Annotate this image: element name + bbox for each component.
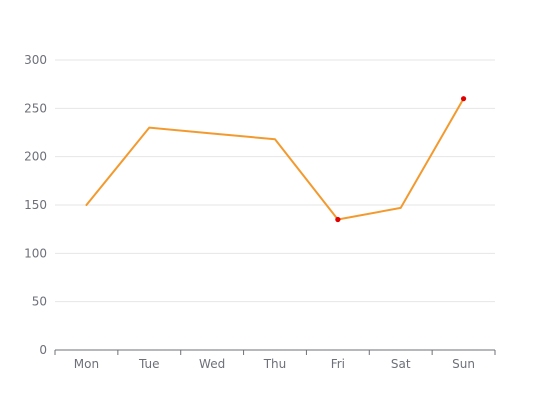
x-tick-label: Wed <box>199 357 225 371</box>
y-tick-label: 50 <box>32 295 47 309</box>
x-axis: Mon Tue Wed Thu Fri Sat Sun <box>54 349 496 371</box>
x-tick-label: Tue <box>138 357 160 371</box>
grid-lines <box>55 59 495 303</box>
highlight-point-sun[interactable] <box>460 96 467 102</box>
x-tick-label: Sat <box>391 357 411 371</box>
highlight-point-fri[interactable] <box>335 216 341 223</box>
series-layer <box>85 97 465 221</box>
y-axis: 0 50 100 150 200 250 300 <box>24 53 47 357</box>
series-line <box>85 97 465 221</box>
y-tick-label: 250 <box>24 101 47 115</box>
x-tick-label: Mon <box>74 357 99 371</box>
y-tick-label: 0 <box>39 343 47 357</box>
y-tick-label: 100 <box>24 246 47 260</box>
x-tick-label: Fri <box>331 357 345 371</box>
y-tick-label: 200 <box>24 150 47 164</box>
x-tick-label: Sun <box>452 357 475 371</box>
y-tick-label: 150 <box>24 198 47 212</box>
y-tick-label: 300 <box>24 53 47 67</box>
highlight-points <box>335 96 467 223</box>
x-tick-label: Thu <box>263 357 287 371</box>
